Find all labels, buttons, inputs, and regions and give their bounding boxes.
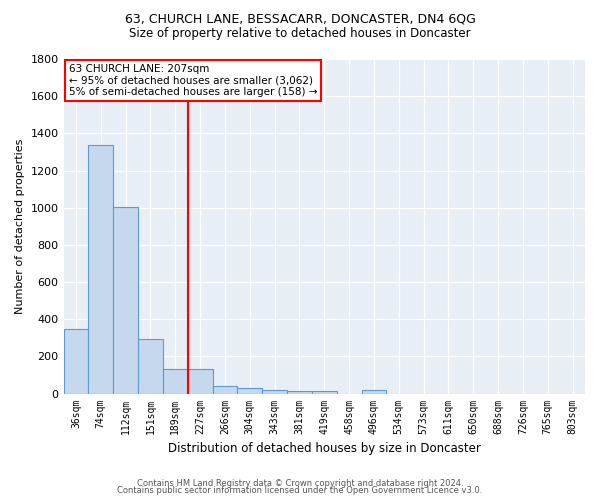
Bar — [188, 370, 212, 394]
Bar — [287, 391, 312, 394]
Y-axis label: Number of detached properties: Number of detached properties — [15, 138, 25, 314]
Bar — [88, 146, 113, 394]
Bar — [238, 388, 262, 394]
Bar — [262, 390, 287, 394]
Text: Contains HM Land Registry data © Crown copyright and database right 2024.: Contains HM Land Registry data © Crown c… — [137, 478, 463, 488]
Bar — [212, 386, 238, 394]
Bar — [113, 207, 138, 394]
Bar — [362, 390, 386, 394]
Bar — [138, 338, 163, 394]
X-axis label: Distribution of detached houses by size in Doncaster: Distribution of detached houses by size … — [168, 442, 481, 455]
Bar — [64, 328, 88, 394]
Text: Size of property relative to detached houses in Doncaster: Size of property relative to detached ho… — [129, 28, 471, 40]
Text: 63 CHURCH LANE: 207sqm
← 95% of detached houses are smaller (3,062)
5% of semi-d: 63 CHURCH LANE: 207sqm ← 95% of detached… — [69, 64, 317, 97]
Text: 63, CHURCH LANE, BESSACARR, DONCASTER, DN4 6QG: 63, CHURCH LANE, BESSACARR, DONCASTER, D… — [125, 12, 475, 26]
Text: Contains public sector information licensed under the Open Government Licence v3: Contains public sector information licen… — [118, 486, 482, 495]
Bar — [163, 370, 188, 394]
Bar — [312, 392, 337, 394]
